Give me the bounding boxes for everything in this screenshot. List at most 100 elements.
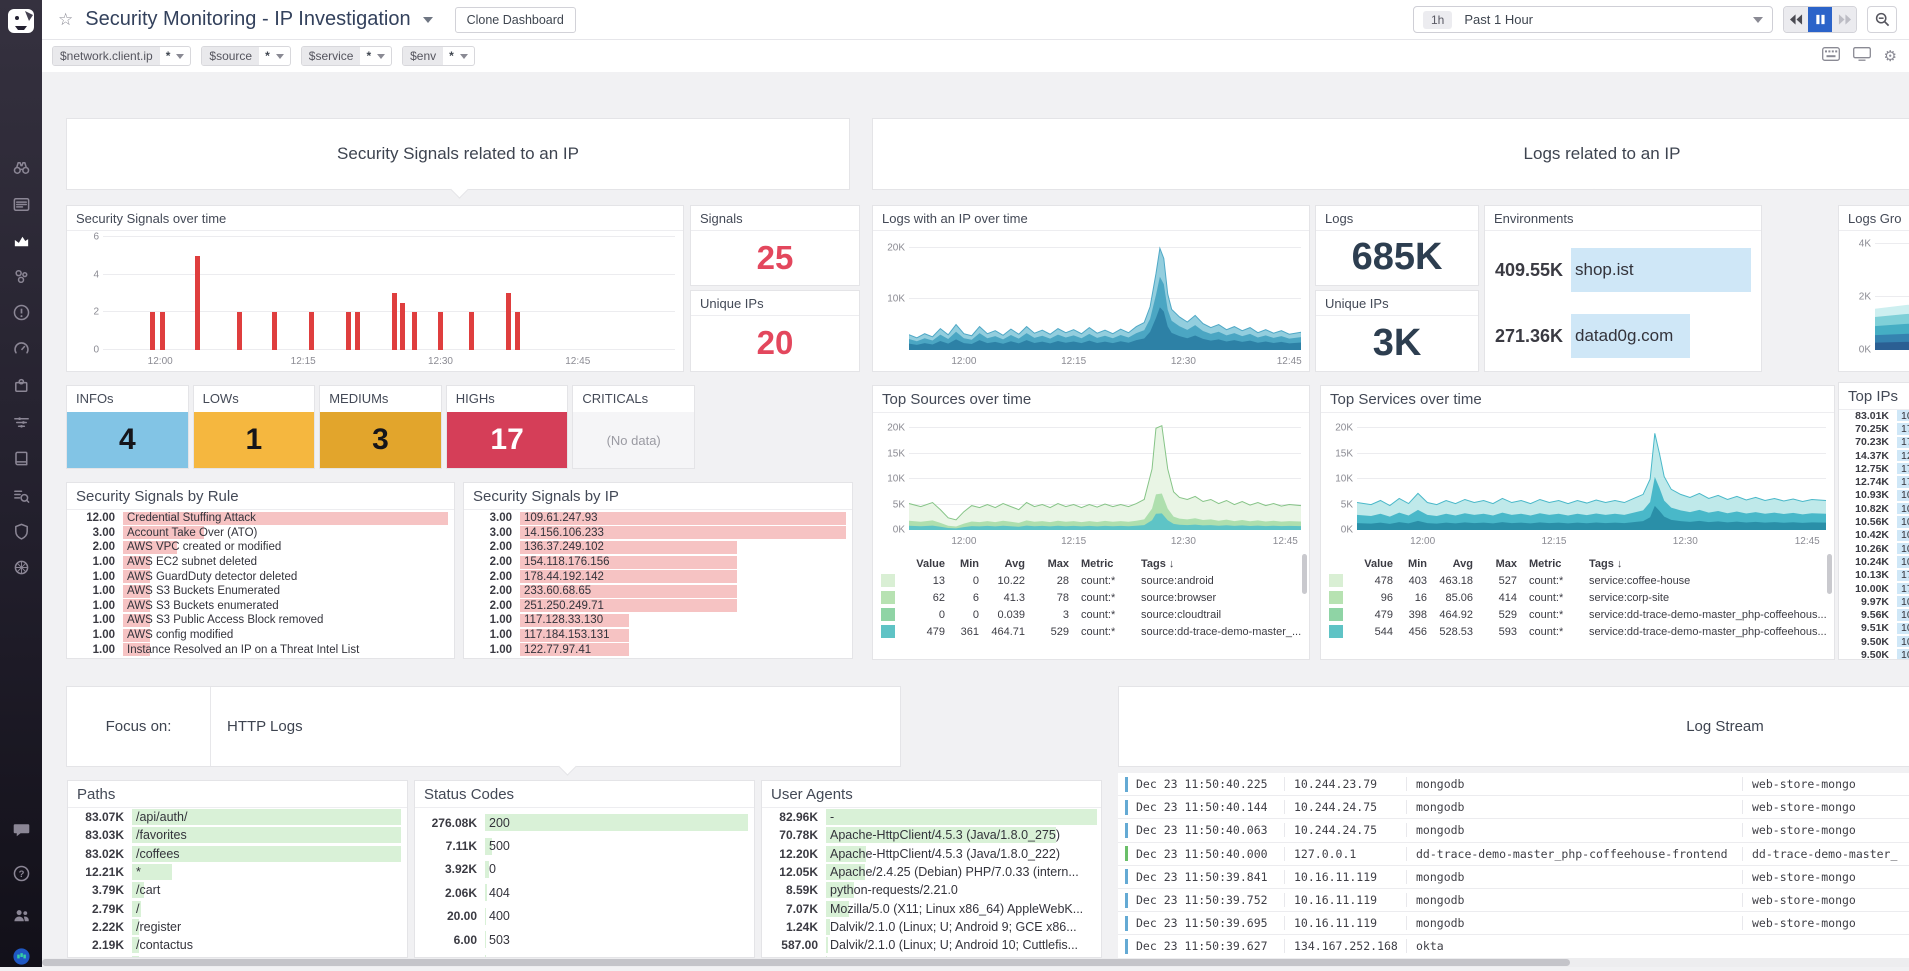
list-item[interactable]: 2.00154.118.176.156: [468, 555, 846, 570]
list-item[interactable]: 10.24K10.4: [1843, 555, 1909, 568]
plot-area[interactable]: [909, 233, 1301, 350]
list-item[interactable]: 2.79K/: [72, 899, 401, 917]
signals-bar-chart[interactable]: 024612:0012:1512:3012:45: [73, 233, 675, 367]
list-item[interactable]: 20.00400: [419, 905, 748, 928]
list-item[interactable]: 10.56K10.6: [1843, 515, 1909, 528]
list-item[interactable]: 2.00178.44.192.142: [468, 569, 846, 584]
list-item[interactable]: 6.00503: [419, 928, 748, 951]
list-item[interactable]: 2.00251.250.249.71: [468, 599, 846, 614]
list-item[interactable]: 82.96K-: [766, 808, 1097, 826]
list-item[interactable]: 10.00K172.: [1843, 582, 1909, 595]
sidebar-item-chat[interactable]: [0, 814, 42, 844]
sidebar-item-notebooks[interactable]: [0, 443, 42, 473]
list-item[interactable]: 3.79K/cart: [72, 881, 401, 899]
time-forward-button[interactable]: [1832, 7, 1856, 32]
zoom-out-button[interactable]: [1867, 6, 1897, 33]
template-var-service[interactable]: $service*: [301, 46, 392, 66]
list-item[interactable]: 10.42K10.2: [1843, 529, 1909, 542]
list-item[interactable]: 12.75K172.: [1843, 462, 1909, 475]
table-row[interactable]: 478403463.18527count:*service:coffee-hou…: [1321, 572, 1834, 589]
list-item[interactable]: 2.00AWS VPC created or modified: [71, 540, 448, 555]
list-item[interactable]: 7.11K500: [419, 834, 748, 857]
list-item[interactable]: 2.19K/contactus: [72, 936, 401, 954]
sidebar-item-dashboards[interactable]: [0, 225, 42, 255]
list-item[interactable]: 12.00Credential Stuffing Attack: [71, 511, 448, 526]
keyboard-shortcuts-icon[interactable]: [1822, 47, 1840, 66]
template-var-network.client.ip[interactable]: $network.client.ip*: [52, 46, 191, 66]
list-item[interactable]: 3.00Account Take Over (ATO): [71, 526, 448, 541]
list-item[interactable]: 2.22K/register: [72, 918, 401, 936]
list-item[interactable]: 9.97K10.6: [1843, 595, 1909, 608]
top-sources-chart[interactable]: 20K15K10K5K0K12:0012:1512:3012:45: [879, 413, 1301, 547]
table-row[interactable]: 000.0393count:*source:cloudtrail: [873, 606, 1309, 623]
pause-button[interactable]: [1808, 7, 1832, 32]
list-item[interactable]: 10.26K10.6: [1843, 542, 1909, 555]
time-backward-button[interactable]: [1784, 7, 1808, 32]
list-item[interactable]: 70.25K172.: [1843, 422, 1909, 435]
plot-area[interactable]: [909, 413, 1301, 530]
list-item[interactable]: 14.37K127.: [1843, 449, 1909, 462]
list-item[interactable]: 1.00AWS S3 Buckets enumerated: [71, 599, 448, 614]
list-item[interactable]: 8.59Kpython-requests/2.21.0: [766, 881, 1097, 899]
list-item[interactable]: 9.50K10.6: [1843, 648, 1909, 660]
sidebar-item-integrations[interactable]: [0, 370, 42, 400]
list-item[interactable]: 7.07KMozilla/5.0 (X11; Linux x86_64) App…: [766, 899, 1097, 917]
log-row[interactable]: Dec 23 11:50:39.69510.16.11.119mongodbwe…: [1118, 912, 1909, 935]
table-row[interactable]: 479361464.71529count:*source:dd-trace-de…: [873, 623, 1309, 640]
title-chevron-down-icon[interactable]: [423, 17, 433, 23]
list-item[interactable]: 409.55Kshop.ist: [1493, 244, 1751, 296]
list-item[interactable]: 1.00AWS S3 Buckets Enumerated: [71, 584, 448, 599]
list-item[interactable]: 2.00136.37.249.102: [468, 540, 846, 555]
log-row[interactable]: Dec 23 11:50:39.75210.16.11.119mongodbwe…: [1118, 889, 1909, 912]
favorite-star-icon[interactable]: ☆: [58, 10, 73, 30]
logs-area-chart[interactable]: 20K10K12:0012:1512:3012:45: [879, 233, 1301, 367]
list-item[interactable]: 70.23K172.: [1843, 436, 1909, 449]
sidebar-item-logs[interactable]: [0, 480, 42, 510]
list-item[interactable]: 1.24KDalvik/2.1.0 (Linux; U; Android 9; …: [766, 918, 1097, 936]
template-var-env[interactable]: $env*: [402, 46, 475, 66]
list-item[interactable]: 3.00109.61.247.93: [468, 511, 846, 526]
sidebar-item-metrics[interactable]: [0, 333, 42, 363]
list-item[interactable]: 9.51K10.4: [1843, 622, 1909, 635]
sidebar-item-ux-monitoring[interactable]: [0, 552, 42, 582]
list-item[interactable]: 10.13K172.: [1843, 569, 1909, 582]
list-item[interactable]: 271.36Kdatad0g.com: [1493, 310, 1751, 362]
log-row[interactable]: Dec 23 11:50:40.22510.244.23.79mongodbwe…: [1118, 773, 1909, 796]
table-scrollbar[interactable]: [1827, 554, 1832, 594]
list-item[interactable]: 1.00AWS EC2 subnet deleted: [71, 555, 448, 570]
sidebar-item-infrastructure[interactable]: [0, 261, 42, 291]
list-item[interactable]: 276.08K200: [419, 811, 748, 834]
list-item[interactable]: 12.05KApache/2.4.25 (Debian) PHP/7.0.33 …: [766, 863, 1097, 881]
table-row[interactable]: 544456528.53593count:*service:dd-trace-d…: [1321, 623, 1834, 640]
logs-grouped-chart[interactable]: 4K2K0K: [1845, 233, 1909, 367]
list-item[interactable]: 10.93K10.6: [1843, 489, 1909, 502]
plot-area[interactable]: [1357, 413, 1826, 530]
list-item[interactable]: 587.00Dalvik/2.1.0 (Linux; U; Android 10…: [766, 936, 1097, 954]
log-row[interactable]: Dec 23 11:50:40.14410.244.24.75mongodbwe…: [1118, 796, 1909, 819]
list-item[interactable]: 3.0014.156.106.233: [468, 526, 846, 541]
list-item[interactable]: 12.21K*: [72, 863, 401, 881]
sidebar-item-help[interactable]: ?: [0, 858, 42, 888]
table-row[interactable]: 62641.378count:*source:browser: [873, 589, 1309, 606]
list-item[interactable]: 1.00AWS GuardDuty detector deleted: [71, 569, 448, 584]
log-row[interactable]: Dec 23 11:50:40.000127.0.0.1dd-trace-dem…: [1118, 843, 1909, 866]
plot-area[interactable]: [103, 233, 675, 350]
top-services-chart[interactable]: 20K15K10K5K0K12:0012:1512:3012:45: [1327, 413, 1826, 547]
time-range-picker[interactable]: 1h Past 1 Hour: [1413, 6, 1773, 33]
list-item[interactable]: 9.56K10.5: [1843, 608, 1909, 621]
tv-mode-icon[interactable]: [1853, 47, 1871, 66]
list-item[interactable]: 12.20KApache-HttpClient/4.5.3 (Java/1.8.…: [766, 845, 1097, 863]
sidebar-item-security[interactable]: [0, 516, 42, 546]
table-scrollbar[interactable]: [1302, 554, 1307, 594]
list-item[interactable]: 2.06K404: [419, 881, 748, 904]
list-item[interactable]: 1.00Instance Resolved an IP on a Threat …: [71, 642, 448, 657]
list-item[interactable]: 2.00233.60.68.65: [468, 584, 846, 599]
list-item[interactable]: 1.00AWS config modified: [71, 628, 448, 643]
sidebar-item-monitors[interactable]: [0, 297, 42, 327]
sidebar-item-watchdog[interactable]: [0, 152, 42, 182]
list-item[interactable]: 83.01K10.8: [1843, 409, 1909, 422]
template-var-source[interactable]: $source*: [201, 46, 290, 66]
datadog-logo[interactable]: [5, 5, 37, 37]
clone-dashboard-button[interactable]: Clone Dashboard: [455, 7, 576, 33]
list-item[interactable]: 1.00122.77.97.41: [468, 642, 846, 657]
